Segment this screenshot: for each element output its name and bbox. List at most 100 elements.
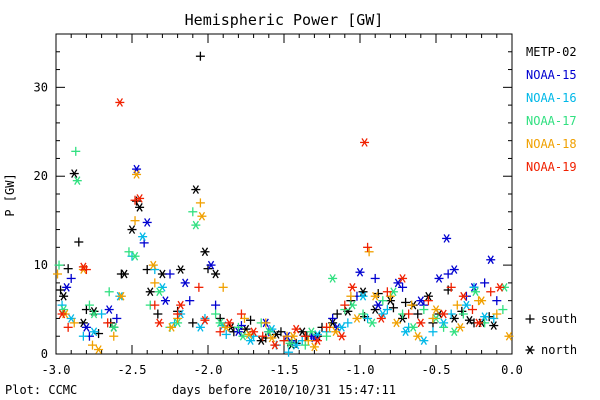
point-north xyxy=(160,296,170,306)
point-south xyxy=(74,237,84,247)
point-south xyxy=(185,296,195,306)
point-north xyxy=(62,282,72,292)
point-north xyxy=(416,318,426,328)
point-north xyxy=(306,327,316,337)
point-south xyxy=(200,313,210,323)
point-south xyxy=(446,309,456,319)
point-south xyxy=(363,313,373,323)
point-south xyxy=(428,327,438,337)
point-north xyxy=(135,202,145,212)
point-south xyxy=(404,309,414,319)
point-north xyxy=(130,251,140,261)
point-north xyxy=(180,278,190,288)
x-tick-label: -1.0 xyxy=(346,363,375,377)
point-south xyxy=(218,282,228,292)
point-north xyxy=(431,305,441,314)
point-south xyxy=(53,269,63,279)
point-south xyxy=(246,315,256,325)
point-north xyxy=(391,318,401,328)
point-north xyxy=(249,327,259,337)
y-tick-label: 10 xyxy=(34,258,48,272)
x-tick-label: -2.0 xyxy=(194,363,223,377)
point-south xyxy=(63,322,73,332)
point-south xyxy=(378,296,388,306)
point-south xyxy=(165,269,175,279)
point-north xyxy=(455,322,465,332)
point-south xyxy=(346,291,356,301)
point-north xyxy=(434,274,444,283)
point-south xyxy=(370,273,380,283)
point-north xyxy=(480,312,490,322)
point-south xyxy=(124,247,134,257)
point-south xyxy=(358,309,368,319)
point-south xyxy=(215,313,225,323)
point-north xyxy=(398,274,408,283)
point-south xyxy=(413,309,423,319)
point-south xyxy=(112,313,122,323)
y-tick-label: 20 xyxy=(34,169,48,183)
point-north xyxy=(408,322,418,332)
point-north xyxy=(288,331,298,341)
point-north xyxy=(176,300,186,310)
point-north xyxy=(211,269,221,279)
point-north xyxy=(104,305,114,314)
point-north xyxy=(337,331,347,341)
point-south xyxy=(104,287,114,297)
key-label-south: south xyxy=(541,312,577,326)
y-axis-tick-labels: 0 10 20 30 xyxy=(34,80,48,361)
point-north xyxy=(355,267,365,277)
point-north xyxy=(215,318,225,328)
point-north xyxy=(312,336,322,346)
point-south xyxy=(363,242,373,252)
point-north xyxy=(109,322,119,332)
point-north xyxy=(200,315,210,325)
point-north xyxy=(419,336,429,346)
legend: METP-02 NOAA-15 NOAA-16 NOAA-17 NOAA-18 NOAA-… xyxy=(526,45,577,174)
point-north xyxy=(442,234,452,243)
point-north xyxy=(191,220,201,230)
point-south xyxy=(401,297,411,307)
point-south xyxy=(458,309,468,319)
point-north xyxy=(145,287,155,297)
series-metp-02 xyxy=(56,51,499,350)
point-south xyxy=(428,313,438,323)
point-south xyxy=(188,318,198,328)
legend-entry: METP-02 xyxy=(526,45,577,59)
point-north xyxy=(197,211,207,221)
point-north xyxy=(132,164,142,174)
point-north xyxy=(246,336,256,346)
point-north xyxy=(264,327,274,337)
x-tick-label: -0.5 xyxy=(422,363,451,377)
point-south xyxy=(480,278,490,288)
point-north xyxy=(495,282,505,292)
point-south xyxy=(87,340,97,350)
point-north xyxy=(89,327,99,337)
point-north xyxy=(370,305,380,314)
point-north xyxy=(461,300,471,310)
point-north xyxy=(309,342,319,352)
hemisphere-marker-key: south north xyxy=(525,312,577,357)
plot-credit: Plot: CCMC xyxy=(5,383,77,397)
point-south xyxy=(97,309,107,319)
point-north xyxy=(474,318,484,328)
point-south xyxy=(492,309,502,319)
point-south xyxy=(407,300,417,310)
point-north xyxy=(471,287,481,297)
point-south xyxy=(322,331,332,341)
point-north xyxy=(119,269,129,279)
point-north xyxy=(116,291,126,301)
point-south xyxy=(284,347,294,357)
point-south xyxy=(195,51,205,61)
point-south xyxy=(54,260,64,270)
plot-frame xyxy=(55,33,513,355)
point-north xyxy=(376,314,386,323)
point-north xyxy=(373,300,383,310)
point-north xyxy=(401,327,411,337)
point-north xyxy=(270,340,280,350)
series-noaa-18 xyxy=(53,170,514,354)
point-south xyxy=(340,300,350,310)
point-north xyxy=(291,324,301,334)
x-tick-label: -3.0 xyxy=(42,363,71,377)
series-noaa-16 xyxy=(57,232,499,357)
point-north xyxy=(154,287,164,297)
